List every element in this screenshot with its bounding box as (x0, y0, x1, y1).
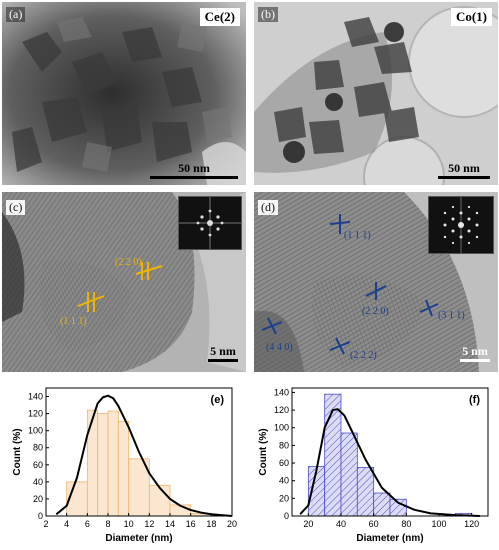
plane-label-c-111: (1 1 1) (60, 316, 87, 327)
x-axis-label: Diameter (nm) (105, 533, 172, 544)
plane-label-d-111: (1 1 1) (344, 230, 371, 241)
histogram-e: 2 4 6 8 10 12 14 16 18 20 0 20 40 60 80 100 120 140 Diamet… (0, 378, 248, 548)
fft-inset-c (178, 196, 242, 250)
plane-label-d-440: (4 4 0) (266, 342, 293, 353)
scale-bar-c-line (208, 359, 238, 362)
x-tick-label: 120 (464, 519, 479, 529)
plane-label-c-220: (2 2 0) (115, 257, 142, 268)
plane-label-d-220: (2 2 0) (362, 306, 389, 317)
panel-label: (e) (211, 394, 225, 406)
plot-frame (45, 387, 233, 517)
fit-curve (299, 408, 480, 517)
scale-bar-a-label: 50 nm (178, 161, 210, 175)
panel-label: (f) (469, 394, 480, 406)
y-tick-label: 120 (28, 409, 43, 419)
x-tick-label: 16 (186, 519, 196, 529)
x-tick-label: 40 (336, 519, 346, 529)
y-tick-label: 100 (274, 423, 289, 433)
plane-markers-d (261, 214, 439, 355)
hrtem-image-c-drawing (2, 192, 246, 372)
y-tick-label: 0 (38, 511, 43, 521)
plot-frame (291, 387, 489, 517)
hrtem-image-c: (2 2 0) (1 1 1) (c) 5 nm (2, 192, 246, 372)
scale-bar-b-line (438, 176, 490, 179)
y-tick-label: 60 (33, 460, 43, 470)
plane-label-d-222: (2 2 2) (350, 350, 377, 361)
y-tick-label: 140 (28, 392, 43, 402)
histogram-bar (117, 420, 130, 517)
scale-bar-b-label: 50 nm (448, 161, 480, 175)
histogram-f-svg: 20 40 60 80 100 120 0 20 40 60 80 100 120 140 Diameter… (258, 387, 489, 544)
histogram-f: 20 40 60 80 100 120 0 20 40 60 80 100 120 140 Diameter… (250, 378, 499, 548)
tem-image-b: (b) Co(1) 50 nm (254, 2, 498, 185)
panel-d-label: (d) (258, 200, 278, 215)
y-tick-label: 20 (33, 494, 43, 504)
scale-bar-d-line (460, 359, 490, 362)
fit-curve (55, 394, 233, 517)
panel-c-label: (c) (6, 200, 26, 215)
plane-markers-c (77, 262, 163, 312)
histogram-e-svg: 2 4 6 8 10 12 14 16 18 20 0 20 40 60 80 100 120 140 Diamet… (12, 387, 237, 544)
scale-bar-d-label: 5 nm (462, 344, 488, 358)
x-tick-label: 8 (105, 519, 110, 529)
panel-b-label: (b) (258, 7, 278, 22)
fft-inset-d (428, 196, 494, 254)
histogram-bar (97, 413, 109, 517)
y-axis-label: Count (%) (12, 428, 23, 475)
plane-label-d-311: (3 1 1) (438, 310, 465, 321)
x-tick-label: 20 (227, 519, 237, 529)
y-tick-label: 60 (279, 458, 289, 468)
fft-inset-c-drawing (179, 197, 241, 249)
scale-bar-d: 5 nm (460, 345, 490, 362)
scale-bar-a: 50 nm (150, 162, 238, 179)
y-tick-label: 120 (274, 405, 289, 415)
scale-bar-a-line (150, 176, 238, 179)
histogram-bar (324, 393, 342, 517)
histogram-bar (356, 467, 375, 517)
x-tick-label: 6 (85, 519, 90, 529)
tem-image-b-drawing (254, 2, 498, 185)
x-tick-label: 2 (43, 519, 48, 529)
sample-label-b: Co(1) (450, 8, 492, 26)
x-tick-label: 18 (206, 519, 216, 529)
histogram-bar (373, 492, 391, 517)
x-tick-label: 12 (144, 519, 154, 529)
y-tick-label: 0 (284, 511, 289, 521)
x-tick-label: 4 (64, 519, 69, 529)
hrtem-image-d: (1 1 1) (2 2 0) (3 1 1) (4 4 0) (2 2 2) … (254, 192, 498, 372)
y-tick-label: 140 (274, 387, 289, 397)
x-tick-label: 100 (431, 519, 446, 529)
histogram-bar (107, 410, 119, 517)
scale-bar-b: 50 nm (438, 162, 490, 179)
x-tick-label: 10 (124, 519, 134, 529)
tem-image-a: (a) Ce(2) 50 nm (2, 2, 246, 185)
histogram-bar (148, 484, 171, 517)
sample-label-a: Ce(2) (199, 8, 240, 26)
x-tick-label: 60 (369, 519, 379, 529)
y-tick-label: 20 (279, 493, 289, 503)
scale-bar-c: 5 nm (208, 345, 238, 362)
histogram-bar (86, 409, 99, 517)
y-tick-label: 40 (279, 476, 289, 486)
x-axis-label: Diameter (nm) (356, 533, 423, 544)
y-tick-label: 40 (33, 477, 43, 487)
tem-image-a-drawing (2, 2, 246, 185)
histogram-bar (340, 432, 358, 517)
y-tick-label: 100 (28, 426, 43, 436)
y-axis-label: Count (%) (258, 428, 269, 475)
x-tick-label: 14 (165, 519, 175, 529)
scale-bar-c-label: 5 nm (210, 344, 236, 358)
x-tick-label: 20 (303, 519, 313, 529)
panel-a-label: (a) (6, 7, 26, 22)
y-tick-label: 80 (33, 443, 43, 453)
y-tick-label: 80 (279, 440, 289, 450)
fft-inset-d-drawing (429, 197, 493, 253)
x-tick-label: 80 (401, 519, 411, 529)
